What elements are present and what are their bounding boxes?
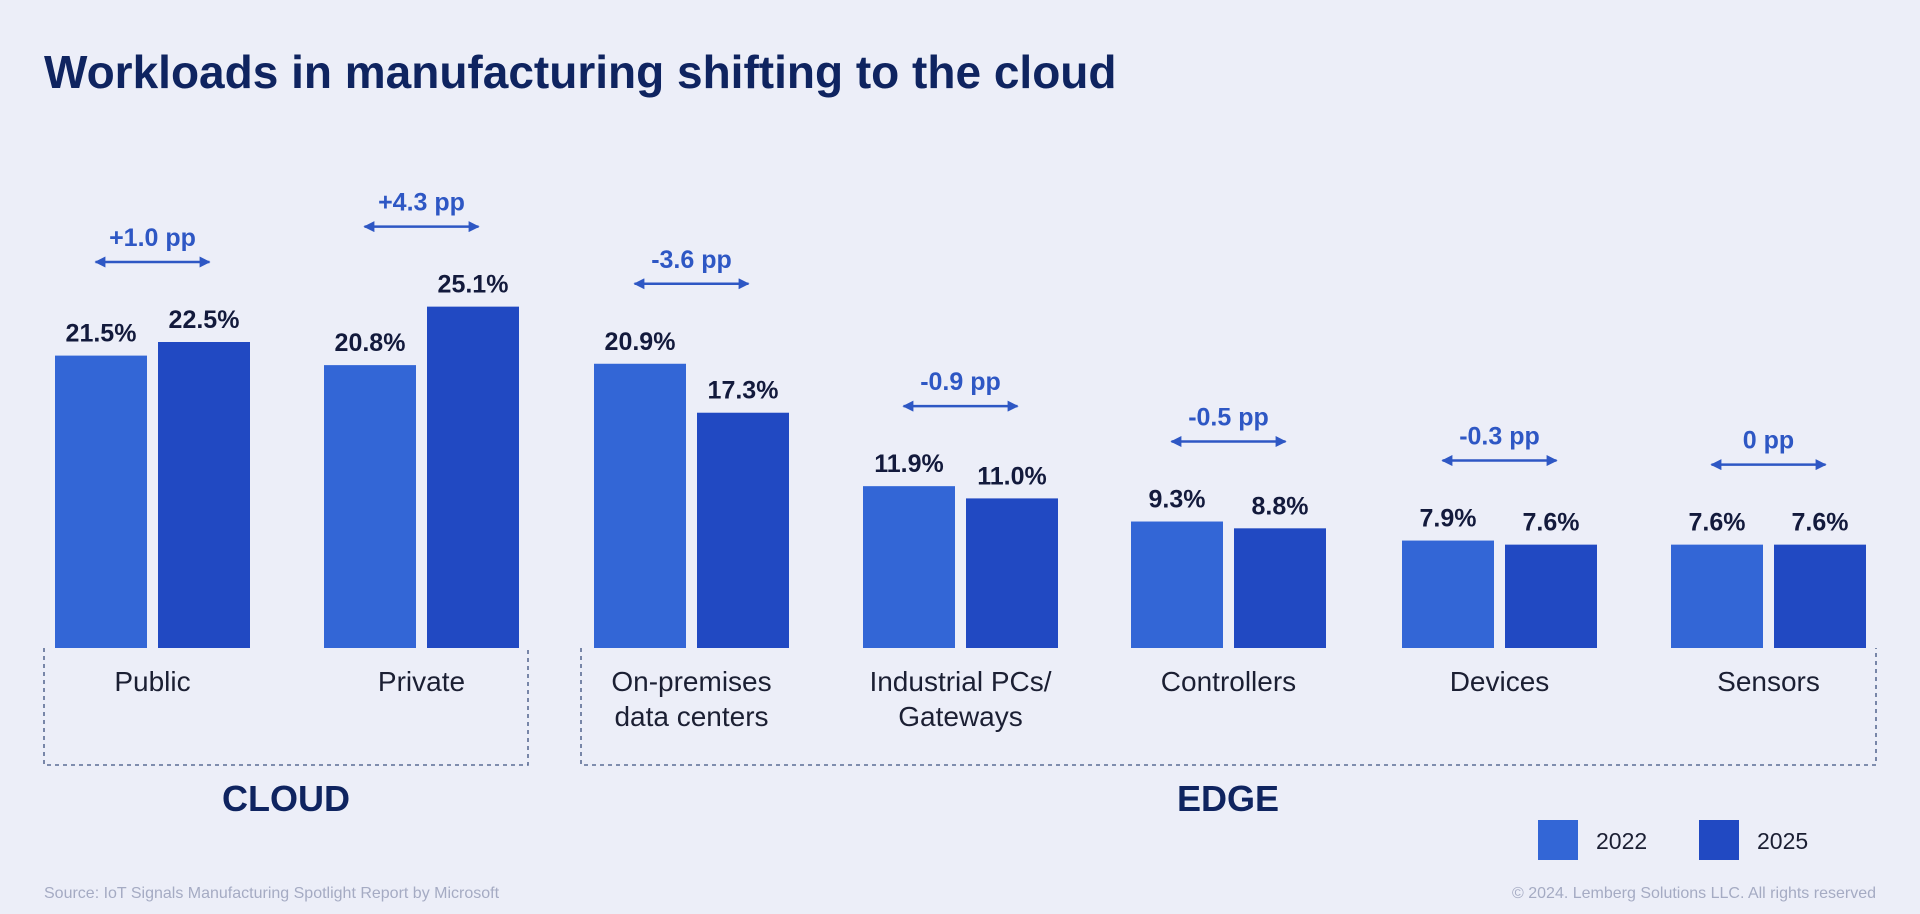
category-label-3: Industrial PCs/Gateways bbox=[869, 666, 1051, 732]
bar-2025-2 bbox=[697, 412, 789, 648]
bar-2022-1 bbox=[324, 365, 416, 648]
category-label-6: Sensors bbox=[1717, 666, 1820, 697]
change-label-6: 0 pp bbox=[1743, 427, 1794, 455]
bar-2025-5 bbox=[1505, 544, 1597, 648]
change-label-4: -0.5 pp bbox=[1188, 404, 1269, 432]
plot-area: 21.5% 22.5% +1.0 pp Public 20.8% 25.1% +4.3 pp… bbox=[43, 189, 1877, 860]
group-bracket-edge bbox=[580, 648, 1877, 766]
value-label-2025-4: 8.8% bbox=[1252, 492, 1309, 520]
change-label-1: +4.3 pp bbox=[378, 189, 465, 217]
legend-swatch-2025 bbox=[1699, 820, 1739, 860]
bar-2025-1 bbox=[427, 306, 519, 648]
category-label-0: Public bbox=[114, 666, 190, 697]
bar-2022-0 bbox=[55, 355, 147, 648]
value-label-2022-2: 20.9% bbox=[605, 328, 676, 356]
value-label-2025-0: 22.5% bbox=[169, 306, 240, 334]
bar-2025-6 bbox=[1774, 544, 1866, 648]
category-label-2: On-premises data centers bbox=[611, 666, 771, 732]
value-label-2022-3: 11.9% bbox=[874, 450, 944, 478]
change-label-3: -0.9 pp bbox=[920, 368, 1001, 396]
bar-2022-4 bbox=[1131, 521, 1223, 648]
legend-swatch-2022 bbox=[1538, 820, 1578, 860]
bar-2022-6 bbox=[1671, 544, 1763, 648]
bar-2025-3 bbox=[966, 498, 1058, 648]
value-label-2025-6: 7.6% bbox=[1792, 509, 1849, 537]
bar-2022-3 bbox=[863, 486, 955, 648]
value-label-2025-2: 17.3% bbox=[708, 377, 779, 405]
group-label-cloud: CLOUD bbox=[222, 778, 350, 819]
value-label-2022-1: 20.8% bbox=[335, 329, 406, 357]
value-label-2022-4: 9.3% bbox=[1149, 486, 1206, 514]
group-label-edge: EDGE bbox=[1177, 778, 1279, 819]
bar-2022-2 bbox=[594, 363, 686, 648]
bar-2025-4 bbox=[1234, 528, 1326, 648]
legend-label-2022: 2022 bbox=[1596, 828, 1647, 854]
value-label-2025-3: 11.0% bbox=[977, 462, 1047, 490]
copyright-note: © 2024. Lemberg Solutions LLC. All right… bbox=[1512, 885, 1876, 902]
category-label-5: Devices bbox=[1450, 666, 1550, 697]
bar-2025-0 bbox=[158, 342, 250, 648]
source-note: Source: IoT Signals Manufacturing Spotli… bbox=[44, 885, 500, 902]
value-label-2022-0: 21.5% bbox=[66, 320, 137, 348]
value-label-2022-5: 7.9% bbox=[1420, 505, 1477, 533]
group-bracket-cloud bbox=[43, 648, 529, 766]
category-label-4: Controllers bbox=[1161, 666, 1296, 697]
change-label-2: -3.6 pp bbox=[651, 246, 732, 274]
value-label-2022-6: 7.6% bbox=[1689, 509, 1746, 537]
legend-label-2025: 2025 bbox=[1757, 828, 1808, 854]
category-label-1: Private bbox=[378, 666, 465, 697]
value-label-2025-1: 25.1% bbox=[438, 271, 509, 299]
value-label-2025-5: 7.6% bbox=[1523, 509, 1580, 537]
change-label-5: -0.3 pp bbox=[1459, 423, 1540, 451]
bar-2022-5 bbox=[1402, 540, 1494, 648]
chart-title: Workloads in manufacturing shifting to t… bbox=[44, 46, 1117, 98]
change-label-0: +1.0 pp bbox=[109, 224, 196, 252]
